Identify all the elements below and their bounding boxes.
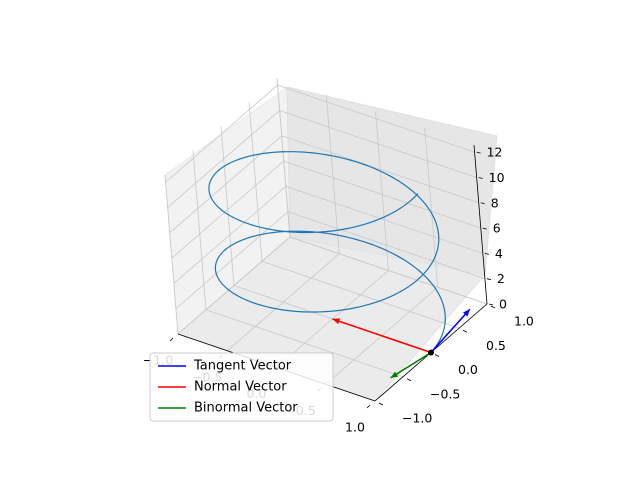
grid-line: [289, 236, 488, 305]
y-tick-mark: [378, 402, 384, 406]
grid-line: [164, 174, 179, 335]
z-tick-mark: [484, 252, 489, 255]
grid-line: [167, 110, 280, 208]
grid-line: [169, 135, 282, 234]
grid-line: [177, 236, 291, 335]
tangent-vector-line: [430, 308, 471, 354]
grid-line: [277, 84, 475, 153]
plot-lines: [208, 151, 471, 379]
grid-line: [375, 111, 389, 271]
tick-label: −1.0: [402, 411, 432, 426]
tangent-vector-arrowhead: [463, 309, 470, 317]
tick-label: 1.0: [514, 314, 534, 329]
z-tick-mark: [478, 177, 483, 179]
normal-vector-arrowhead: [332, 318, 341, 325]
binormal-vector-arrowhead: [390, 371, 399, 378]
tick-label: 12: [487, 145, 503, 160]
tick-label: 10: [489, 170, 505, 185]
grid-line: [285, 186, 483, 254]
z-axis-line: [473, 144, 488, 305]
y-tick-mark: [490, 305, 496, 309]
x-tick-mark: [169, 337, 174, 342]
grid-line: [175, 211, 289, 309]
legend-label-tangent-vector: Tangent Vector: [193, 359, 292, 374]
grid-line: [192, 150, 207, 310]
tick-label: 0: [499, 297, 507, 312]
z-tick-mark: [488, 303, 494, 306]
y-tick-mark: [406, 378, 412, 382]
grid-line: [279, 110, 477, 178]
grid-line: [205, 309, 404, 378]
tick-label: 6: [493, 221, 501, 236]
grid-line: [220, 126, 235, 286]
z-tick-mark: [480, 202, 485, 205]
curve-point-marker: [428, 349, 434, 356]
helix-curve: [208, 151, 446, 353]
tick-label: 2: [497, 271, 505, 286]
x-tick-mark: [366, 404, 371, 409]
grid-line: [281, 135, 479, 204]
grid-line: [165, 84, 278, 183]
grid-line: [261, 260, 460, 329]
z-tick-mark: [482, 227, 487, 230]
normal-vector-line: [332, 318, 432, 354]
grid-line: [424, 128, 439, 288]
legend-label-binormal-vector: Binormal Vector: [194, 401, 298, 416]
z-tick-mark: [476, 151, 481, 154]
grid-line: [276, 77, 291, 238]
binormal-vector-line: [390, 351, 432, 379]
grid-line: [325, 94, 340, 254]
tick-label: 0.5: [486, 338, 506, 353]
y-tick-mark: [434, 354, 440, 357]
grid-line: [171, 160, 285, 259]
legend-label-normal-vector: Normal Vector: [194, 380, 287, 395]
tick-label: −0.5: [430, 386, 460, 401]
legend: Tangent Vector Normal Vector Binormal Vect…: [149, 352, 334, 422]
y-tick-mark: [462, 329, 468, 333]
tick-label: 1.0: [345, 420, 365, 435]
tick-label: 8: [491, 195, 499, 210]
tick-label: 0.0: [458, 362, 478, 377]
grid-line: [287, 211, 486, 280]
grid-line: [173, 186, 287, 284]
z-tick-mark: [486, 278, 492, 281]
legend-box: [149, 352, 334, 422]
grid-line: [283, 160, 481, 229]
tick-label: 4: [495, 246, 503, 261]
